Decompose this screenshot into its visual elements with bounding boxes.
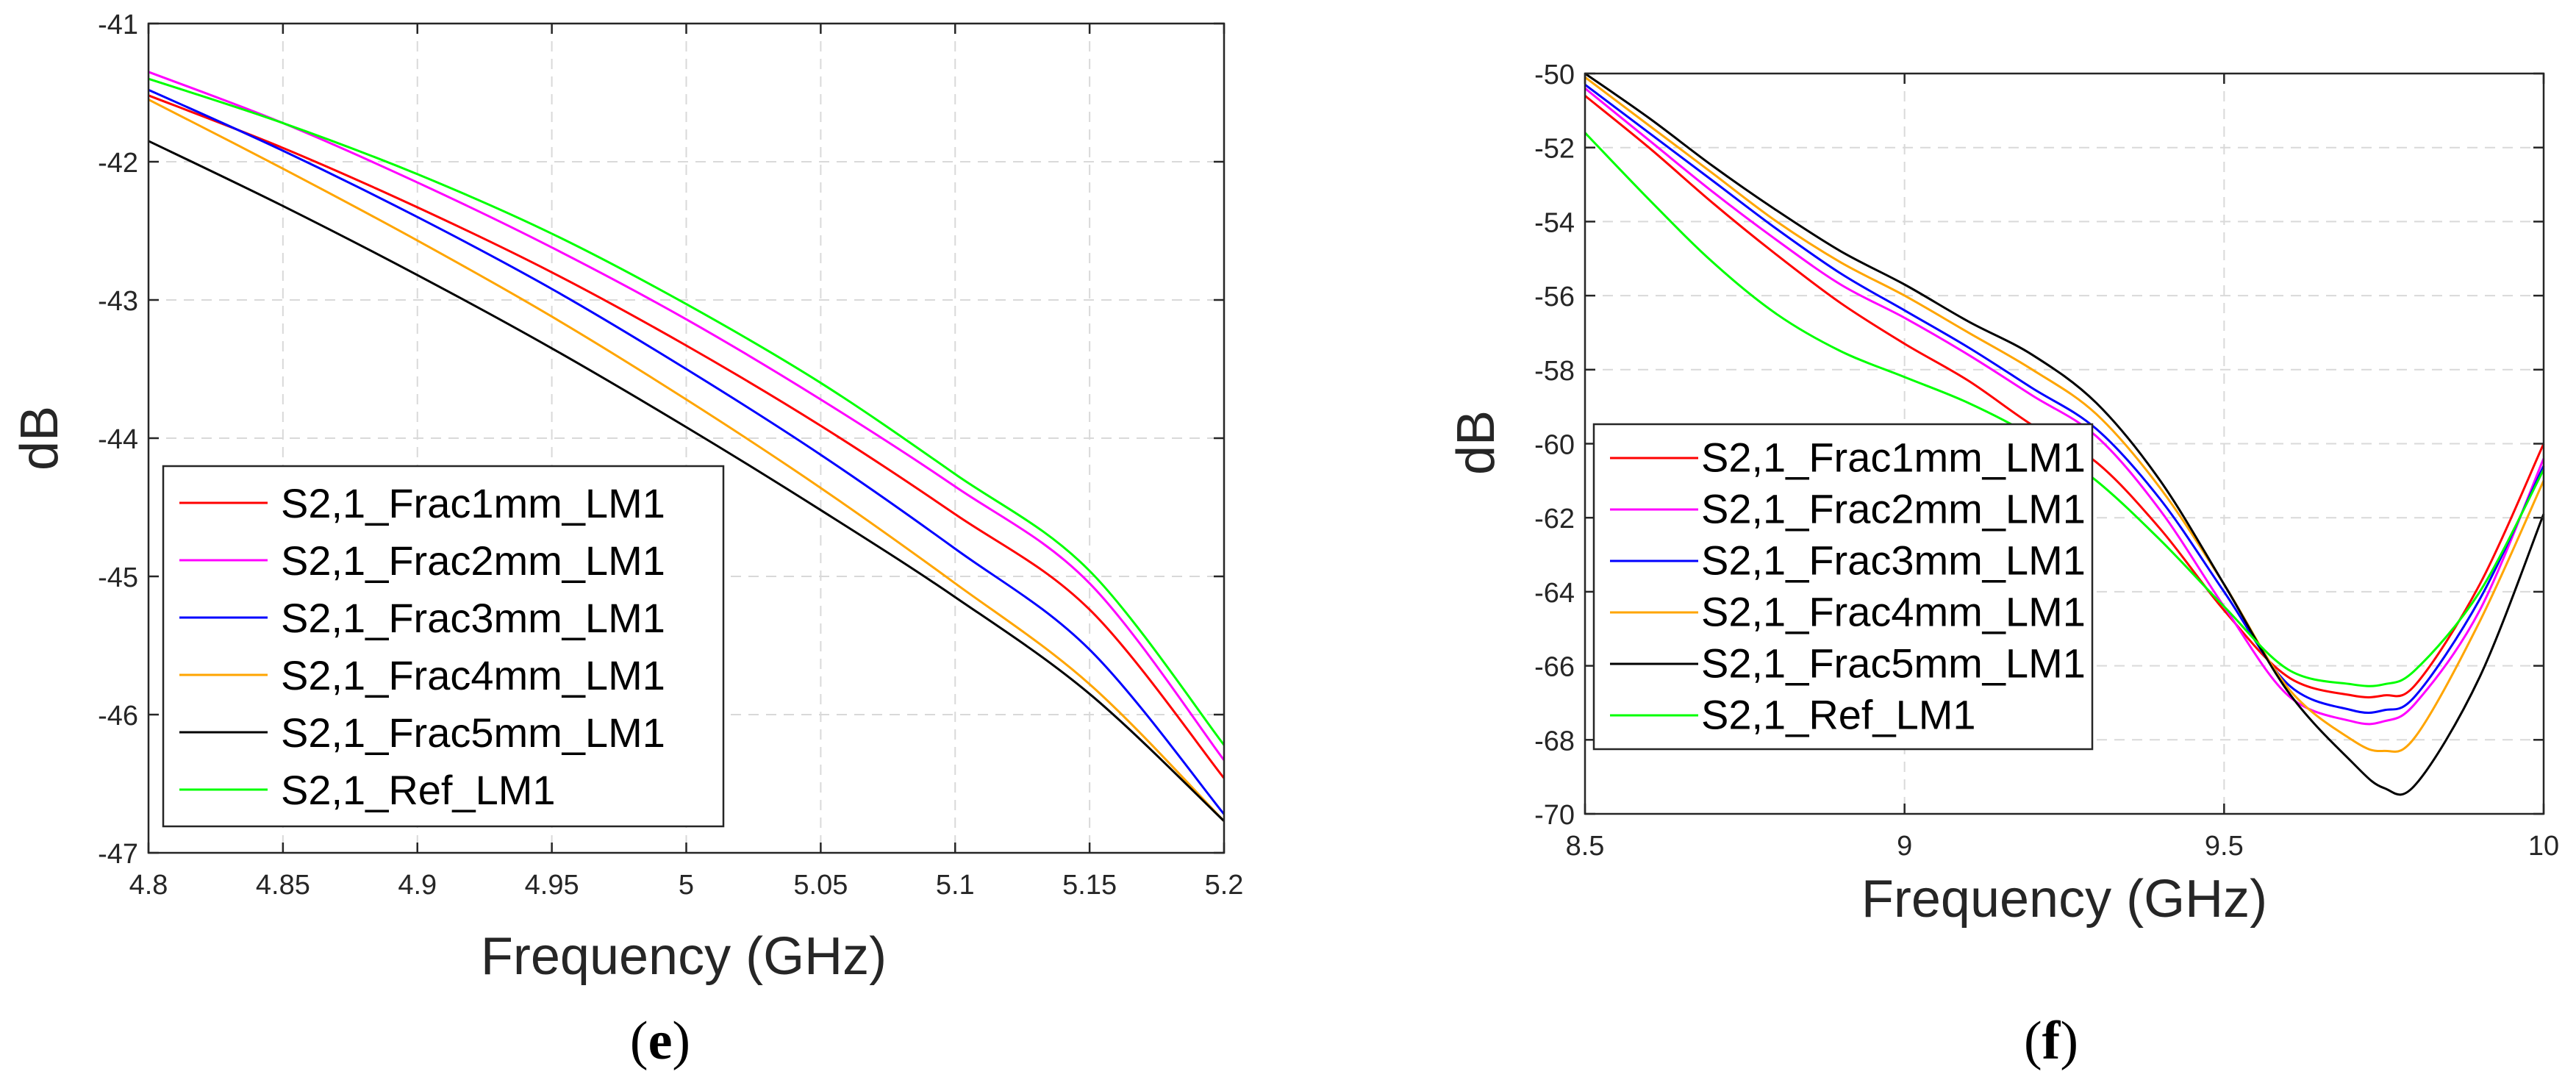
legend-entry: S2,1_Frac2mm_LM1 <box>1701 486 2086 532</box>
chart-panel-f: 8.5 9 9.5 10 -70 -68 -66 -64 -62 -60 -58 -56 -54 -52 -… <box>1447 60 2559 1071</box>
y-tick-label: -56 <box>1534 282 1575 312</box>
series-line-S2,1_Frac5mm_LM1 <box>148 140 1226 822</box>
x-tick-label: 5.2 <box>1205 870 1244 901</box>
y-tick-label: -60 <box>1534 430 1575 461</box>
legend-entry: S2,1_Ref_LM1 <box>1701 692 1976 738</box>
panel-caption-e: (e) <box>630 1011 690 1071</box>
legend-entry: S2,1_Frac2mm_LM1 <box>281 537 665 584</box>
x-tick-label: 8.5 <box>1566 831 1605 862</box>
legend-entry: S2,1_Frac1mm_LM1 <box>281 480 665 526</box>
x-tick-label: 9 <box>1897 831 1912 862</box>
y-tick-label: -52 <box>1534 134 1575 165</box>
x-axis-label-f: Frequency (GHz) <box>1861 870 2267 929</box>
y-tick-label: -58 <box>1534 356 1575 387</box>
y-tick-label: -45 <box>98 562 138 593</box>
series-line-S2,1_Frac2mm_LM1 <box>1584 87 2545 726</box>
series-line-S2,1_Frac5mm_LM1 <box>1584 72 2545 796</box>
y-tick-label: -43 <box>98 286 138 317</box>
panel-caption-f: (f) <box>2024 1011 2078 1071</box>
y-tick-label: -44 <box>98 424 138 455</box>
x-axis-label-e: Frequency (GHz) <box>481 927 887 986</box>
series-line-S2,1_Frac2mm_LM1 <box>148 71 1226 761</box>
y-tick-label: -70 <box>1534 800 1575 831</box>
x-tick-label: 5.1 <box>936 870 975 901</box>
series-line-S2,1_Frac1mm_LM1 <box>1584 95 2545 698</box>
series-line-S2,1_Frac1mm_LM1 <box>148 94 1226 779</box>
x-tick-label: 4.8 <box>129 870 168 901</box>
series-line-S2,1_Frac4mm_LM1 <box>1584 76 2545 753</box>
x-tick-label: 9.5 <box>2205 831 2244 862</box>
y-tick-label: -46 <box>98 701 138 732</box>
y-tick-label: -66 <box>1534 652 1575 683</box>
y-tick-label: -54 <box>1534 207 1575 238</box>
legend-entry: S2,1_Ref_LM1 <box>281 767 556 813</box>
x-tick-label: 5 <box>679 870 694 901</box>
legend-box <box>162 465 725 828</box>
y-tick-label: -64 <box>1534 578 1575 609</box>
y-tick-label: -42 <box>98 148 138 179</box>
legend-entry: S2,1_Frac5mm_LM1 <box>281 709 665 756</box>
series-line-S2,1_Frac4mm_LM1 <box>148 99 1226 822</box>
x-tick-label: 5.15 <box>1062 870 1117 901</box>
y-axis-label-e: dB <box>10 406 69 471</box>
series-line-S2,1_Frac3mm_LM1 <box>1584 83 2545 714</box>
x-tick-label: 10 <box>2528 831 2559 862</box>
y-tick-label: -47 <box>98 839 138 870</box>
series-line-S2,1_Ref_LM1 <box>1584 132 2545 687</box>
series-line-S2,1_Frac3mm_LM1 <box>148 88 1226 815</box>
y-tick-label: -50 <box>1534 60 1575 90</box>
legend-entry: S2,1_Frac3mm_LM1 <box>1701 537 2086 584</box>
x-tick-label: 4.9 <box>398 870 437 901</box>
legend-entry: S2,1_Frac3mm_LM1 <box>281 595 665 641</box>
y-tick-label: -68 <box>1534 726 1575 757</box>
chart-panel-e: 4.8 4.85 4.9 4.95 5 5.05 5.1 5.15 5.2 -47 -46 -45 -4… <box>10 10 1243 1071</box>
legend-entry: S2,1_Frac4mm_LM1 <box>1701 589 2086 635</box>
y-tick-label: -62 <box>1534 504 1575 534</box>
series-line-S2,1_Ref_LM1 <box>148 77 1226 746</box>
x-tick-label: 4.85 <box>256 870 310 901</box>
y-axis-label-f: dB <box>1447 410 1506 475</box>
legend-entry: S2,1_Frac1mm_LM1 <box>1701 434 2086 481</box>
legend-entry: S2,1_Frac4mm_LM1 <box>281 652 665 698</box>
y-tick-label: -41 <box>98 10 138 40</box>
legend-entry: S2,1_Frac5mm_LM1 <box>1701 640 2086 687</box>
x-tick-label: 5.05 <box>793 870 848 901</box>
legend-box <box>1592 423 2094 751</box>
x-tick-label: 4.95 <box>525 870 579 901</box>
